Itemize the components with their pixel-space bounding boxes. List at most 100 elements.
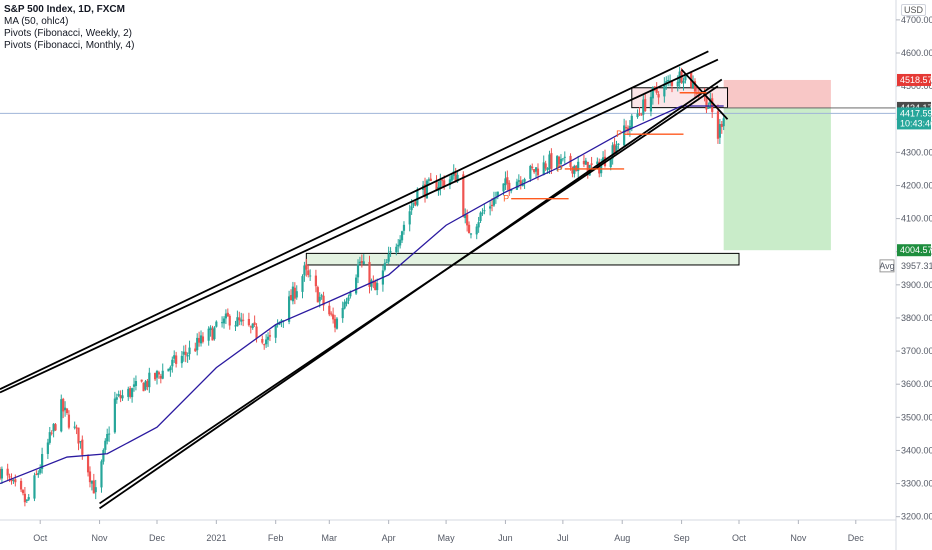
candle-body (711, 98, 714, 112)
candle-body (167, 368, 170, 372)
candle-body (155, 371, 159, 378)
candle-body (477, 222, 480, 228)
candle-body (534, 167, 538, 172)
candle-body (144, 381, 147, 390)
candle-body (383, 263, 386, 270)
candle-body (502, 183, 505, 192)
price-tag-text: 4417.59 (900, 108, 932, 118)
trendline-4 (99, 78, 723, 510)
candle-body (636, 113, 639, 118)
candle-body (624, 126, 628, 129)
price-tag-text: 3957.31 (901, 261, 932, 271)
candle-body (86, 455, 90, 473)
candle-body (115, 397, 118, 400)
candle-body (314, 275, 317, 287)
price-tick-label: 3700.00 (901, 346, 932, 356)
price-tag-time: 10:43:46 (900, 118, 932, 128)
candle-body (211, 328, 214, 341)
pivot-label: P (557, 164, 563, 174)
candle-body (429, 178, 432, 182)
pivot-label: P (616, 129, 622, 139)
candle-body (653, 86, 656, 88)
candle-body (387, 253, 390, 262)
candle-body (691, 82, 695, 88)
candle-body (46, 442, 49, 454)
candle-body (266, 336, 270, 340)
price-tick-label: 3500.00 (901, 412, 932, 422)
candle-body (582, 160, 586, 165)
candle-body (121, 395, 124, 399)
candle-body (655, 86, 658, 93)
candle-body (475, 226, 478, 235)
candle-body (546, 168, 549, 171)
candle-body (291, 286, 295, 302)
time-tick-label: Oct (732, 533, 747, 543)
candle-body (464, 215, 467, 219)
candle-body (320, 295, 323, 297)
candle-body (108, 433, 111, 435)
candle-body (536, 168, 540, 176)
candle-body (448, 179, 452, 186)
price-tag-4518.57: 4518.57 (897, 73, 932, 86)
candle-body (73, 426, 76, 428)
candle-body (142, 382, 145, 392)
candle-body (642, 99, 645, 115)
candle-body (508, 182, 511, 191)
candle-body (171, 359, 174, 367)
candle-body (347, 297, 350, 301)
candle-body (389, 251, 392, 253)
legend-weekly-pivots[interactable]: Pivots (Fibonacci, Weekly, 2) (4, 28, 133, 39)
trendline-5 (680, 68, 729, 120)
candle-body (265, 339, 268, 345)
candle-body (416, 189, 419, 206)
candle-body (41, 454, 44, 469)
candle-body (577, 161, 580, 172)
candle-body (341, 307, 344, 319)
candle-body (6, 468, 9, 476)
candle-body (50, 432, 53, 434)
candle-body (630, 115, 633, 128)
candle-body (37, 472, 40, 475)
candle-body (201, 336, 205, 342)
candle-body (623, 125, 626, 146)
candle-body (414, 201, 417, 205)
candle-body (395, 246, 398, 253)
currency-button[interactable]: USD (900, 4, 926, 16)
candle-body (307, 270, 310, 276)
time-tick-label: Jul (557, 533, 569, 543)
candle-body (617, 143, 620, 145)
candle-body (19, 480, 23, 490)
candle-body (670, 81, 674, 86)
candle-body (228, 315, 231, 326)
candle-body (274, 324, 277, 338)
candle-body (548, 154, 551, 170)
trendline-2 (0, 58, 719, 394)
candle-body (65, 408, 69, 414)
candle-body (613, 144, 616, 154)
candle-body (705, 95, 708, 110)
take-profit-zone (723, 107, 831, 251)
candle-body (215, 321, 218, 327)
candle-body (63, 407, 67, 411)
legend-monthly-pivots[interactable]: Pivots (Fibonacci, Monthly, 4) (4, 40, 135, 51)
candle-body (385, 262, 388, 264)
candle-body (360, 261, 363, 264)
candle-body (374, 281, 377, 291)
candle-body (644, 99, 647, 111)
candle-body (251, 323, 254, 328)
candle-body (343, 302, 346, 309)
candle-body (104, 440, 107, 450)
price-tick-label: 3200.00 (901, 512, 932, 522)
legend-ma[interactable]: MA (50, ohlc4) (4, 16, 69, 27)
candle-body (557, 156, 561, 165)
candle-body (450, 175, 453, 181)
candle-body (129, 388, 132, 397)
pivot-label: P (503, 194, 509, 204)
candle-body (102, 450, 105, 462)
candle-body (663, 83, 666, 97)
candle-body (60, 399, 63, 432)
candle-body (131, 388, 134, 398)
price-tag-text: 4518.57 (900, 75, 932, 85)
candle-body (427, 179, 430, 181)
